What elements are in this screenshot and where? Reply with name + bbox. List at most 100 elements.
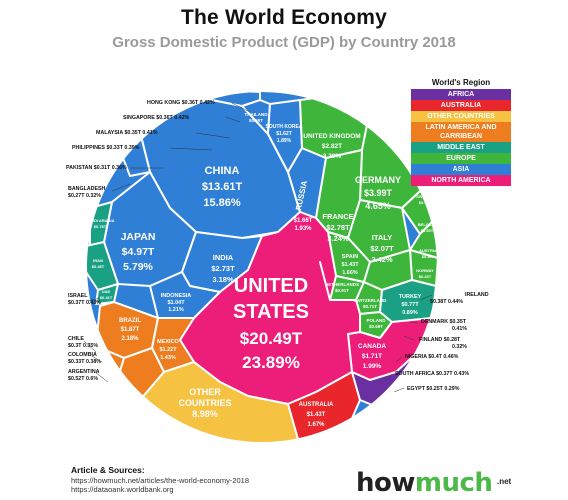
brand-how: how (356, 468, 415, 498)
label-australia-name: AUSTRALIA (299, 402, 334, 408)
label-norway-name: NORWAY (416, 268, 434, 273)
label-indonesia-name: INDONESIA (161, 293, 192, 299)
label-italy-gdp: $2.07T (370, 244, 394, 253)
label-mexico-share: 1.43% (160, 355, 176, 361)
label-uk-gdp: $2.82T (322, 143, 342, 150)
label-other-name-1: OTHER (189, 387, 221, 397)
label-japan-share: 5.79% (123, 261, 153, 273)
legend-item-other-countries: OTHER COUNTRIES (411, 111, 511, 122)
label-other-share: 8.98% (192, 409, 218, 419)
label-poland-gdp: $0.59T (369, 324, 383, 329)
legend-item-australia: AUSTRALIA (411, 100, 511, 111)
callout-finland: FINLAND $0.28T (419, 337, 461, 343)
label-us-share: 23.89% (242, 353, 300, 372)
label-turkey-name: TURKEY (399, 294, 422, 300)
label-uae-name: UAE (102, 289, 111, 294)
legend-item-north-america: NORTH AMERICA (411, 175, 511, 186)
sources: Article & Sources: https://howmuch.net/a… (71, 465, 250, 495)
label-norway-gdp: $0.43T (419, 274, 432, 279)
label-japan-gdp: $4.97T (122, 246, 155, 258)
label-thailand-name: THAILAND (245, 112, 269, 117)
label-sweden-gdp: $0.55T (419, 200, 432, 205)
label-uk-name: UNITED KINGDOM (303, 133, 360, 140)
label-turkey-gdp: $0.77T (401, 302, 419, 308)
leader-lines (83, 102, 433, 393)
label-china-share: 15.86% (203, 197, 241, 209)
brand-tld: .net (497, 477, 512, 486)
label-korea-share: 1.89% (277, 138, 292, 144)
chart-title: The World Economy (180, 6, 388, 29)
label-italy-share: 2.42% (371, 255, 393, 264)
callout-hong-kong: HONG KONG $0.36T 0.42% (147, 100, 215, 106)
label-australia-share: 1.67% (307, 422, 325, 428)
chart-subtitle: Gross Domestic Product (GDP) by Country … (112, 34, 456, 51)
label-mexico-name: MEXICO (157, 339, 179, 345)
label-switzerland-gdp: $0.71T (363, 304, 377, 309)
label-sweden-name: SWEDEN (416, 194, 434, 199)
callout-colombia-value: $0.33T 0.38% (68, 359, 101, 365)
legend-item-middle-east: MIDDLE EAST (411, 142, 511, 153)
callout-colombia: COLOMBIA (68, 352, 97, 358)
legend-item-latin-america: LATIN AMERICA AND CARRIBEAN (411, 122, 511, 142)
callout-ireland-value: $0.38T 0.44% (430, 299, 463, 305)
label-germany-name: GERMANY (355, 175, 401, 185)
label-switzerland-name: SWITZERLAND (354, 298, 387, 303)
label-us-name-2: STATES (233, 301, 309, 323)
label-iran-name: IRAN (93, 258, 103, 263)
label-canada-name: CANADA (358, 343, 386, 350)
label-france-gdp: $2.78T (326, 223, 350, 232)
label-uae-gdp: $0.41T (100, 295, 113, 300)
callout-israel: ISRAEL (68, 293, 88, 299)
label-netherlands-name: NETHERLANDS (325, 282, 359, 287)
chart-outline (85, 90, 439, 444)
label-brazil-name: BRAZIL (119, 318, 141, 324)
callout-pakistan: PAKISTAN $0.31T 0.36% (66, 165, 127, 171)
legend-title: World's Region (431, 78, 491, 87)
callout-israel-value: $0.37T 0.43% (68, 300, 101, 306)
callout-ireland: IRELAND (465, 292, 489, 298)
label-austria-gdp: $0.46T (422, 254, 435, 259)
label-other-name-2: COUNTRIES (178, 398, 231, 408)
callout-denmark: DENMARK $0.35T (421, 319, 467, 325)
label-saudi-gdp: $0.78T (94, 224, 107, 229)
label-iran-gdp: $0.45T (92, 264, 105, 269)
callout-denmark-share: 0.41% (452, 326, 467, 332)
source-link-2[interactable]: https://dataoank.worldbank.org (71, 485, 174, 494)
legend-item-europe: EUROPE (411, 153, 511, 164)
label-brazil-gdp: $1.87T (121, 327, 140, 333)
label-japan-name: JAPAN (121, 231, 156, 243)
label-netherlands-gdp: $0.91T (335, 288, 349, 293)
callout-finland-share: 0.32% (452, 344, 467, 350)
label-india-share: 3.18% (212, 275, 234, 284)
label-france-share: 3.24% (327, 234, 349, 243)
label-belgium-gdp: $0.53T (421, 228, 434, 233)
label-china-name: CHINA (205, 165, 240, 177)
brand-logo: howmuch (356, 468, 493, 498)
callout-singapore: SINGAPORE $0.36T 0.42% (123, 115, 190, 121)
label-turkey-share: 0.89% (402, 310, 418, 316)
label-korea-gdp: $1.62T (276, 131, 292, 137)
source-link-1[interactable]: https://howmuch.net/articles/the-world-e… (71, 475, 250, 485)
callout-philippines: PHILIPPINES $0.33T 0.39% (72, 145, 140, 151)
label-germany-share: 4.65% (365, 201, 391, 211)
label-indonesia-share: 1.21% (168, 307, 184, 313)
callout-chile: CHILE (68, 336, 84, 342)
label-india-gdp: $2.73T (211, 264, 235, 273)
callout-nigeria: NIGERIA $0.4T 0.46% (405, 354, 459, 360)
label-korea-name: SOUTH KOREA (266, 124, 303, 130)
callout-argentina-value: $0.52T 0.6% (68, 376, 98, 382)
label-spain-gdp: $1.43T (341, 262, 359, 268)
label-austria-name: AUSTRIA (419, 248, 437, 253)
callout-south-africa: SOUTH AFRICA $0.37T 0.43% (395, 371, 469, 377)
label-mexico-gdp: $1.22T (159, 347, 177, 353)
label-uk-share: 3.29% (323, 153, 342, 160)
label-us-gdp: $20.49T (240, 329, 303, 348)
label-saudi-name: SAUDI ARABIA (86, 218, 115, 223)
label-china-gdp: $13.61T (202, 181, 243, 193)
label-spain-share: 1.66% (342, 270, 358, 276)
label-indonesia-gdp: $1.04T (167, 300, 185, 306)
callout-malaysia: MALAYSIA $0.35T 0.41% (96, 130, 158, 136)
label-australia-gdp: $1.43T (307, 412, 326, 418)
